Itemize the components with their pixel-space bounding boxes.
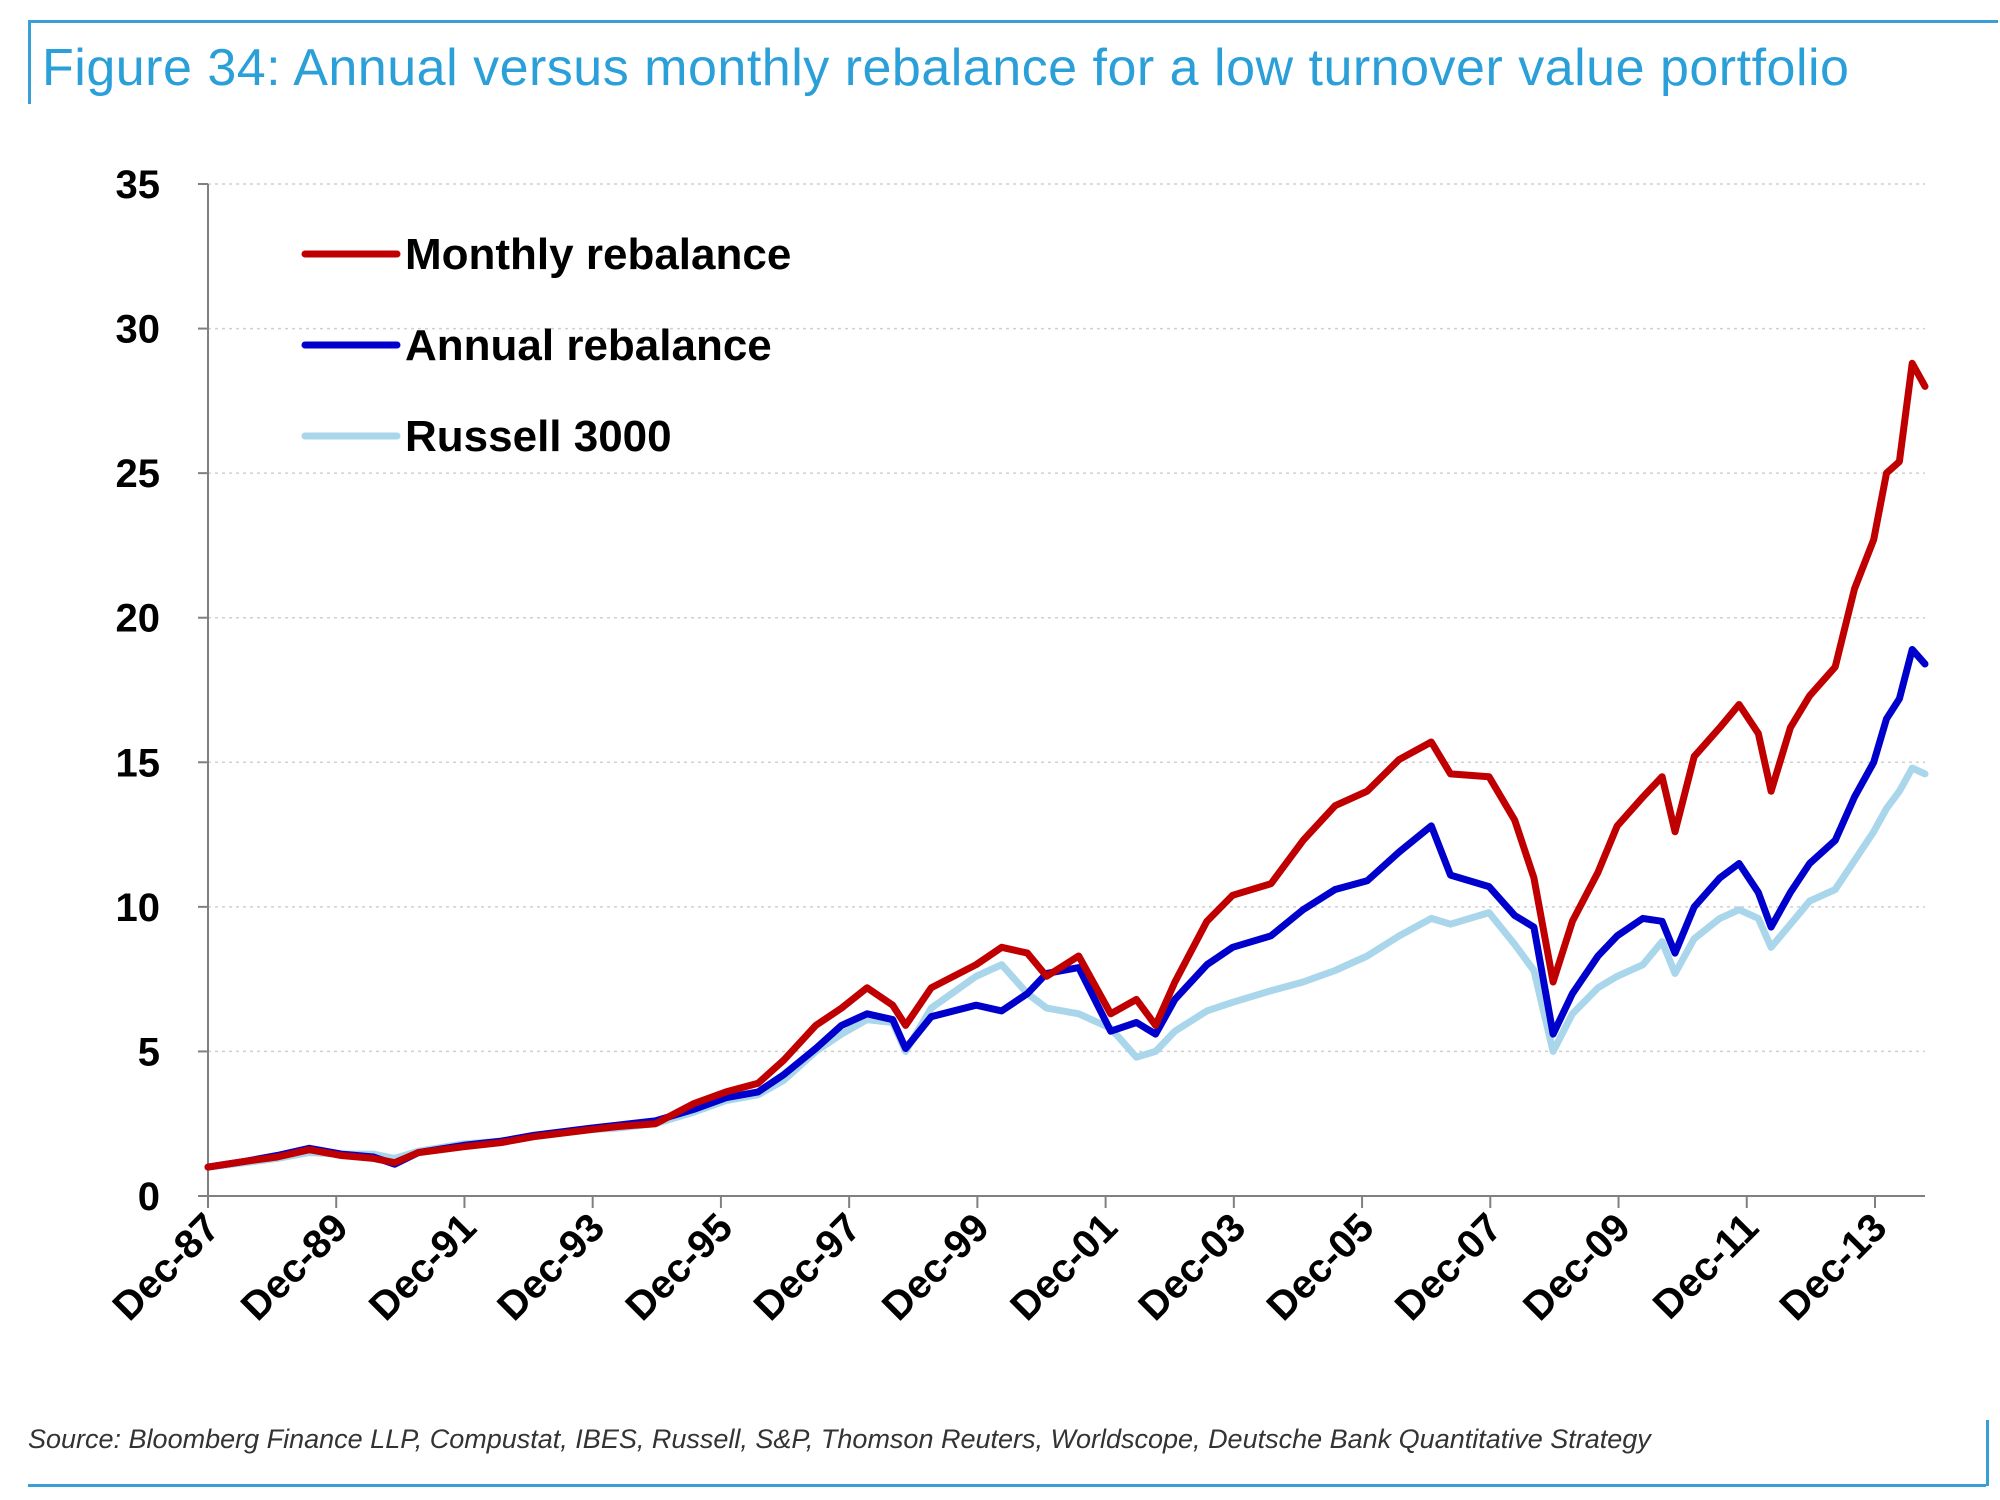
y-tick-label: 30 <box>116 308 161 352</box>
y-tick-label: 10 <box>116 886 161 930</box>
series-lines <box>204 359 1929 1171</box>
x-tick-label: Dec-13 <box>1771 1205 1895 1329</box>
x-tick-label: Dec-05 <box>1259 1205 1383 1329</box>
gridlines <box>208 183 1925 1053</box>
x-tick-label: Dec-99 <box>874 1205 998 1329</box>
y-axis-ticks: 0 5 10 15 20 25 30 35 <box>116 163 208 1219</box>
x-tick-label: Dec-87 <box>104 1205 228 1329</box>
series-line-monthly-rebalance <box>204 359 1929 1171</box>
x-tick-label: Dec-95 <box>617 1205 741 1329</box>
y-tick-label: 15 <box>116 741 161 785</box>
legend-label: Russell 3000 <box>405 412 672 461</box>
figure-frame-left <box>28 20 31 104</box>
x-tick-label: Dec-11 <box>1645 1205 1767 1327</box>
y-tick-label: 5 <box>138 1030 160 1074</box>
y-tick-label: 20 <box>116 597 161 641</box>
legend-label: Monthly rebalance <box>405 230 791 279</box>
figure-title: Figure 34: Annual versus monthly rebalan… <box>42 39 1850 97</box>
x-tick-label: Dec-03 <box>1130 1205 1254 1329</box>
figure-frame-bottom <box>28 1484 1986 1487</box>
series-line-annual-rebalance <box>204 646 1929 1171</box>
x-tick-label: Dec-09 <box>1515 1205 1639 1329</box>
legend: Monthly rebalance Annual rebalance Russell… <box>301 230 791 461</box>
x-tick-label: Dec-91 <box>361 1205 485 1329</box>
x-tick-label: Dec-93 <box>489 1205 613 1329</box>
x-tick-label: Dec-89 <box>233 1205 357 1329</box>
figure-frame-top <box>28 20 1998 23</box>
y-tick-label: 35 <box>116 163 161 207</box>
x-axis-ticks: Dec-87 Dec-89 Dec-91 Dec-93 Dec-95 Dec-97 Dec-… <box>104 1196 1895 1329</box>
y-tick-label: 0 <box>138 1175 160 1219</box>
x-tick-label: Dec-97 <box>746 1205 870 1329</box>
figure-frame-right <box>1986 1420 1989 1486</box>
x-tick-label: Dec-07 <box>1387 1205 1511 1329</box>
legend-label: Annual rebalance <box>405 321 772 370</box>
x-tick-label: Dec-01 <box>1002 1205 1126 1329</box>
source-note: Source: Bloomberg Finance LLP, Compustat… <box>28 1424 1651 1454</box>
axes <box>207 184 1925 1197</box>
y-tick-label: 25 <box>116 452 161 496</box>
